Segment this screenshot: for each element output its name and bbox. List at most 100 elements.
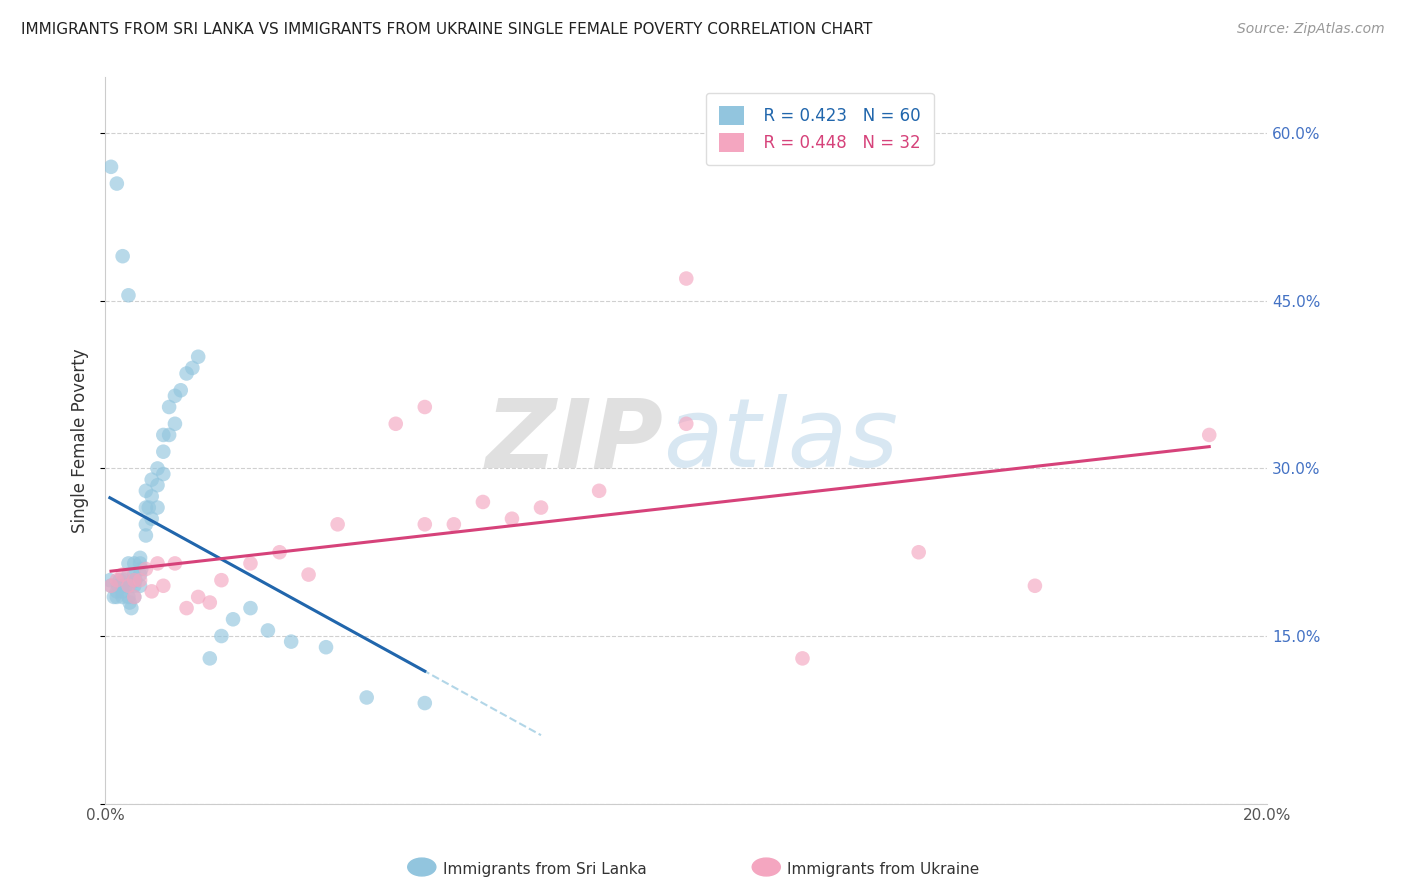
Point bbox=[501, 512, 523, 526]
Point bbox=[129, 550, 152, 565]
Point bbox=[907, 545, 929, 559]
Point bbox=[239, 557, 262, 571]
Point bbox=[105, 177, 128, 191]
Point bbox=[117, 567, 139, 582]
Point bbox=[141, 512, 163, 526]
Point bbox=[269, 545, 291, 559]
Point bbox=[138, 500, 160, 515]
Point bbox=[146, 557, 169, 571]
Point bbox=[792, 651, 814, 665]
Point bbox=[114, 579, 136, 593]
Point bbox=[103, 590, 125, 604]
Point bbox=[122, 579, 145, 593]
Point bbox=[315, 640, 337, 655]
Point bbox=[1198, 428, 1220, 442]
Point bbox=[443, 517, 465, 532]
Point bbox=[146, 461, 169, 475]
Point bbox=[209, 629, 232, 643]
Point bbox=[111, 590, 134, 604]
Point bbox=[146, 478, 169, 492]
Point bbox=[530, 500, 553, 515]
Point bbox=[124, 573, 146, 587]
Point bbox=[413, 696, 436, 710]
Point bbox=[297, 567, 319, 582]
Point bbox=[152, 467, 174, 481]
Point bbox=[135, 500, 157, 515]
Y-axis label: Single Female Poverty: Single Female Poverty bbox=[72, 348, 89, 533]
Point bbox=[187, 590, 209, 604]
Point bbox=[122, 557, 145, 571]
Text: Immigrants from Sri Lanka: Immigrants from Sri Lanka bbox=[443, 863, 647, 877]
Point bbox=[163, 389, 186, 403]
Point bbox=[152, 579, 174, 593]
Text: ZIP: ZIP bbox=[485, 394, 664, 487]
Point bbox=[111, 579, 134, 593]
Point bbox=[280, 634, 302, 648]
Point bbox=[413, 517, 436, 532]
Point bbox=[209, 573, 232, 587]
Point bbox=[111, 567, 134, 582]
Point bbox=[129, 579, 152, 593]
Point bbox=[100, 160, 122, 174]
Point bbox=[384, 417, 406, 431]
Point bbox=[152, 444, 174, 458]
Point bbox=[135, 483, 157, 498]
Text: Source: ZipAtlas.com: Source: ZipAtlas.com bbox=[1237, 22, 1385, 37]
Point bbox=[118, 595, 141, 609]
Point bbox=[141, 473, 163, 487]
Point bbox=[135, 517, 157, 532]
Text: IMMIGRANTS FROM SRI LANKA VS IMMIGRANTS FROM UKRAINE SINGLE FEMALE POVERTY CORRE: IMMIGRANTS FROM SRI LANKA VS IMMIGRANTS … bbox=[21, 22, 873, 37]
Point bbox=[129, 567, 152, 582]
Point bbox=[471, 495, 494, 509]
Point bbox=[108, 573, 131, 587]
Point bbox=[117, 557, 139, 571]
Point bbox=[105, 590, 128, 604]
Point bbox=[356, 690, 378, 705]
Point bbox=[105, 584, 128, 599]
Point bbox=[117, 288, 139, 302]
Point bbox=[122, 573, 145, 587]
Point bbox=[163, 557, 186, 571]
Point bbox=[112, 573, 135, 587]
Point bbox=[257, 624, 280, 638]
Point bbox=[413, 400, 436, 414]
Point bbox=[122, 590, 145, 604]
Point bbox=[111, 584, 134, 599]
Point bbox=[141, 584, 163, 599]
Point bbox=[1024, 579, 1046, 593]
Point bbox=[198, 651, 221, 665]
Point bbox=[157, 428, 180, 442]
Point bbox=[120, 601, 142, 615]
Point bbox=[170, 384, 193, 398]
Point bbox=[129, 573, 152, 587]
Point bbox=[117, 579, 139, 593]
Point bbox=[107, 579, 129, 593]
Point bbox=[187, 350, 209, 364]
Point bbox=[111, 249, 134, 263]
Point bbox=[122, 567, 145, 582]
Point bbox=[152, 428, 174, 442]
Point bbox=[100, 579, 122, 593]
Point bbox=[135, 528, 157, 542]
Legend:   R = 0.423   N = 60,   R = 0.448   N = 32: R = 0.423 N = 60, R = 0.448 N = 32 bbox=[706, 93, 934, 165]
Point bbox=[198, 595, 221, 609]
Point bbox=[135, 562, 157, 576]
Point bbox=[129, 562, 152, 576]
Point bbox=[117, 590, 139, 604]
Point bbox=[141, 489, 163, 503]
Point bbox=[122, 590, 145, 604]
Point bbox=[326, 517, 349, 532]
Point bbox=[163, 417, 186, 431]
Point bbox=[146, 500, 169, 515]
Point bbox=[100, 579, 122, 593]
Point bbox=[98, 573, 121, 587]
Circle shape bbox=[408, 858, 436, 876]
Point bbox=[176, 601, 198, 615]
Point bbox=[117, 579, 139, 593]
Point bbox=[588, 483, 610, 498]
Point bbox=[157, 400, 180, 414]
Circle shape bbox=[752, 858, 780, 876]
Point bbox=[105, 573, 128, 587]
Point bbox=[239, 601, 262, 615]
Point bbox=[176, 367, 198, 381]
